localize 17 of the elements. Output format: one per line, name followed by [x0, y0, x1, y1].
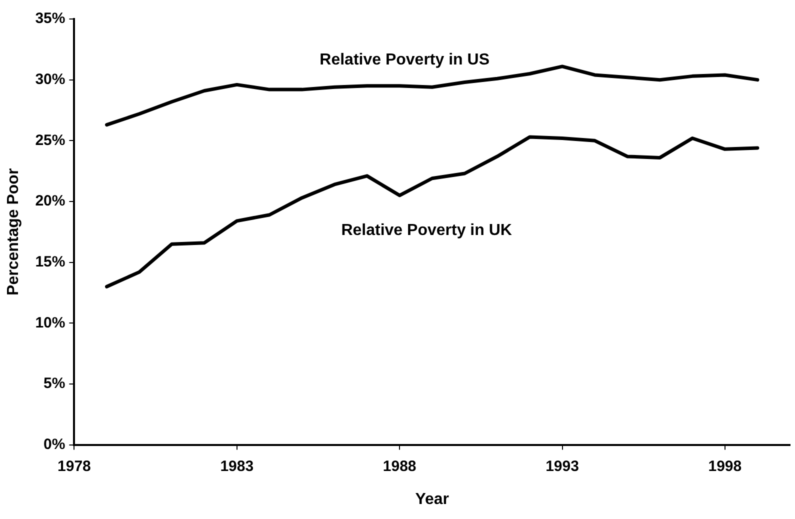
- y-tick-label: 20%: [35, 192, 66, 210]
- y-tick-label: 10%: [35, 314, 66, 332]
- y-tick-label: 30%: [35, 70, 66, 88]
- x-tick-label: 1983: [220, 458, 254, 475]
- y-tick-label: 15%: [35, 253, 66, 270]
- y-axis-title: Percentage Poor: [5, 168, 22, 296]
- text: Relative Poverty in UK: [341, 222, 512, 239]
- series-label: Relative Poverty in US: [320, 51, 490, 68]
- y-tick-label: 5%: [44, 375, 66, 392]
- x-tick-label: 1998: [708, 458, 742, 475]
- x-tick-label: 1993: [546, 458, 579, 475]
- y-tick-label: 35%: [35, 10, 66, 28]
- y-tick-label: 25%: [35, 132, 66, 149]
- y-tick-label: 0%: [44, 436, 66, 453]
- x-axis-title: Year: [415, 490, 450, 508]
- x-tick-label: 1988: [382, 458, 416, 475]
- x-tick-label: 1978: [58, 458, 91, 475]
